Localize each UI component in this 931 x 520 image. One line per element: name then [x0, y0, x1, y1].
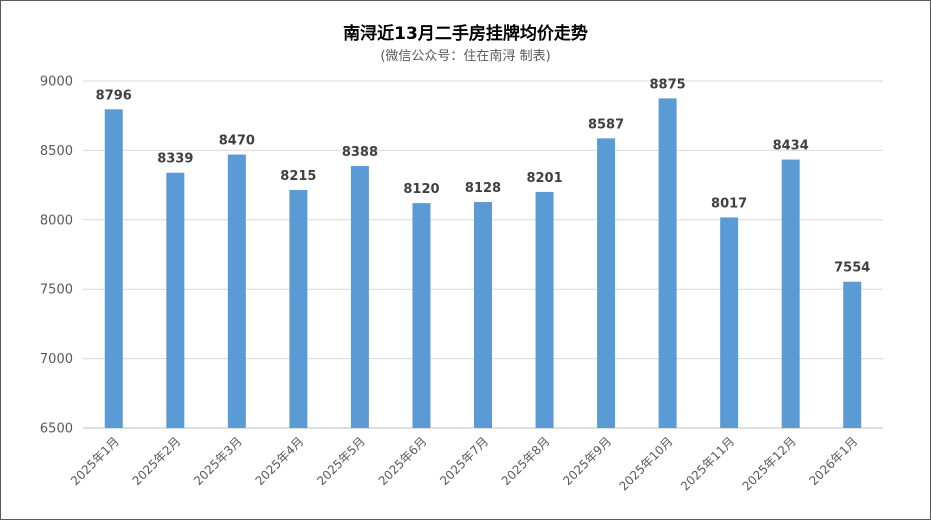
bar: [289, 189, 308, 428]
x-axis-ticks: 2025年1月 2025年2月 2025年3月 2025年4月 2025年5月 2025年…: [68, 434, 860, 493]
x-tick-label: 2025年9月: [560, 434, 614, 488]
x-tick-label: 2025年8月: [499, 434, 553, 488]
x-tick-label: 2025年7月: [437, 434, 491, 488]
bar: [166, 172, 185, 428]
bar: [658, 98, 677, 428]
x-tick-label: 2025年1月: [68, 434, 122, 488]
data-label: 8587: [588, 117, 624, 132]
data-label: 8388: [342, 145, 378, 160]
bar: [104, 109, 123, 429]
y-tick-label: 7500: [40, 283, 73, 298]
data-label: 8470: [219, 134, 255, 149]
x-tick-label: 2025年5月: [314, 434, 368, 488]
chart-title: 南浔近13月二手房挂牌均价走势: [343, 24, 588, 44]
x-tick-label: 2025年4月: [253, 434, 307, 488]
bar: [227, 154, 246, 428]
data-label: 8128: [465, 181, 501, 196]
bar: [720, 217, 739, 428]
data-label: 8201: [526, 171, 562, 186]
bar: [350, 165, 369, 428]
bar: [781, 159, 800, 429]
bar: [597, 138, 616, 428]
x-tick-label: 2025年3月: [191, 434, 245, 488]
data-label: 8215: [280, 169, 316, 184]
data-label: 8339: [157, 152, 193, 167]
x-tick-label: 2025年10月: [616, 434, 675, 493]
bar: [474, 202, 492, 428]
x-tick-label: 2025年6月: [376, 434, 430, 488]
y-tick-label: 6500: [40, 422, 73, 437]
y-axis-ticks: 6500 7000 7500 8000 8500 9000: [40, 75, 73, 437]
data-label: 8434: [773, 139, 809, 154]
data-label: 7554: [834, 261, 870, 276]
data-label: 8017: [711, 196, 747, 211]
bar: [412, 203, 431, 428]
x-tick-label: 2025年12月: [740, 434, 799, 493]
data-labels: 8796 8339 8470 8215 8388 8120 8128 8201 8587 8875…: [96, 77, 871, 275]
data-label: 8796: [96, 88, 132, 103]
y-tick-label: 8500: [40, 144, 73, 159]
x-tick-label: 2026年1月: [806, 434, 860, 488]
y-tick-label: 7000: [40, 352, 73, 367]
bar: [843, 281, 862, 428]
data-label: 8120: [403, 182, 439, 197]
y-tick-label: 8000: [40, 213, 73, 228]
bar: [535, 191, 554, 428]
chart-subtitle: (微信公众号：住在南浔 制表): [380, 49, 551, 64]
x-tick-label: 2025年11月: [678, 434, 737, 493]
y-tick-label: 9000: [40, 75, 73, 90]
data-label: 8875: [650, 77, 686, 92]
x-tick-label: 2025年2月: [130, 434, 184, 488]
bars: [104, 98, 862, 429]
